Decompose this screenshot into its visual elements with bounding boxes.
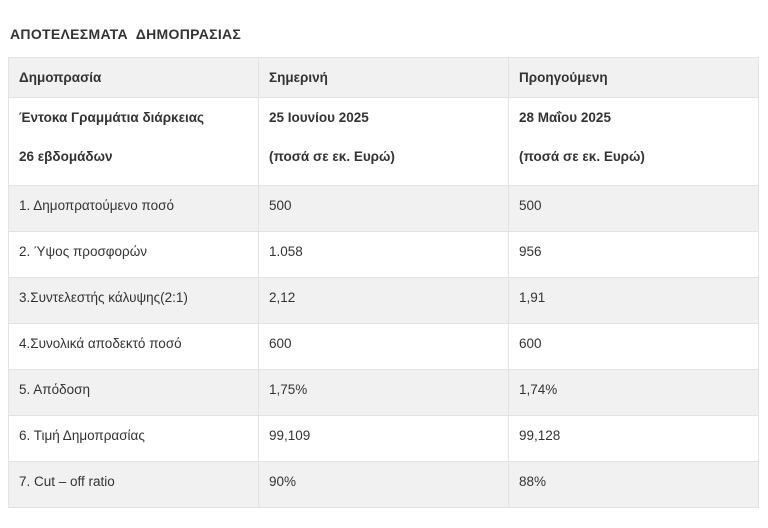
row-label: 7. Cut – off ratio — [8, 461, 259, 508]
table-row: 6. Τιμή Δημοπρασίας 99,109 99,128 — [8, 415, 759, 462]
row-label: 4.Συνολικά αποδεκτό ποσό — [8, 323, 259, 370]
row-label: 2. Ύψος προσφορών — [8, 231, 259, 278]
page: ΑΠΟΤΕΛΕΣΜΑΤΑ ΔΗΜΟΠΡΑΣΙΑΣ Δημοπρασία Σημε… — [8, 26, 759, 508]
period-current-cell: 25 Ιουνίου 2025 (ποσά σε εκ. Ευρώ) — [258, 97, 509, 186]
row-current-value: 99,109 — [258, 415, 509, 462]
period-label-cell: Έντοκα Γραμμάτια διάρκειας 26 εβδομάδων — [8, 97, 259, 186]
row-label: 1. Δημοπρατούμενο ποσό — [8, 185, 259, 232]
row-label: 5. Απόδοση — [8, 369, 259, 416]
row-current-value: 90% — [258, 461, 509, 508]
row-current-value: 500 — [258, 185, 509, 232]
column-header-previous: Προηγούμενη — [508, 57, 759, 98]
row-current-value: 1.058 — [258, 231, 509, 278]
table-row: 7. Cut – off ratio 90% 88% — [8, 461, 759, 508]
table-row-period: Έντοκα Γραμμάτια διάρκειας 26 εβδομάδων … — [8, 97, 759, 186]
row-previous-value: 1,91 — [508, 277, 759, 324]
current-auction-date: 25 Ιουνίου 2025 — [269, 110, 369, 125]
table-row: 5. Απόδοση 1,75% 1,74% — [8, 369, 759, 416]
current-units-note: (ποσά σε εκ. Ευρώ) — [269, 149, 395, 164]
table-row: 3.Συντελεστής κάλυψης(2:1) 2,12 1,91 — [8, 277, 759, 324]
row-current-value: 2,12 — [258, 277, 509, 324]
row-previous-value: 1,74% — [508, 369, 759, 416]
page-title: ΑΠΟΤΕΛΕΣΜΑΤΑ ΔΗΜΟΠΡΑΣΙΑΣ — [10, 26, 242, 42]
period-previous-cell: 28 Μαΐου 2025 (ποσά σε εκ. Ευρώ) — [508, 97, 759, 186]
table-row: 4.Συνολικά αποδεκτό ποσό 600 600 — [8, 323, 759, 370]
row-previous-value: 500 — [508, 185, 759, 232]
auction-results-table: Δημοπρασία Σημερινή Προηγούμενη Έντοκα Γ… — [8, 57, 759, 508]
row-previous-value: 956 — [508, 231, 759, 278]
row-previous-value: 88% — [508, 461, 759, 508]
column-header-auction: Δημοπρασία — [8, 57, 259, 98]
row-previous-value: 99,128 — [508, 415, 759, 462]
column-header-current: Σημερινή — [258, 57, 509, 98]
previous-auction-date: 28 Μαΐου 2025 — [519, 110, 611, 125]
table-row: 1. Δημοπρατούμενο ποσό 500 500 — [8, 185, 759, 232]
instrument-name: Έντοκα Γραμμάτια διάρκειας — [19, 110, 205, 125]
row-current-value: 1,75% — [258, 369, 509, 416]
previous-units-note: (ποσά σε εκ. Ευρώ) — [519, 149, 645, 164]
row-previous-value: 600 — [508, 323, 759, 370]
table-header-row: Δημοπρασία Σημερινή Προηγούμενη — [8, 57, 759, 98]
table-row: 2. Ύψος προσφορών 1.058 956 — [8, 231, 759, 278]
row-label: 6. Τιμή Δημοπρασίας — [8, 415, 259, 462]
row-current-value: 600 — [258, 323, 509, 370]
row-label: 3.Συντελεστής κάλυψης(2:1) — [8, 277, 259, 324]
instrument-duration: 26 εβδομάδων — [19, 149, 113, 164]
